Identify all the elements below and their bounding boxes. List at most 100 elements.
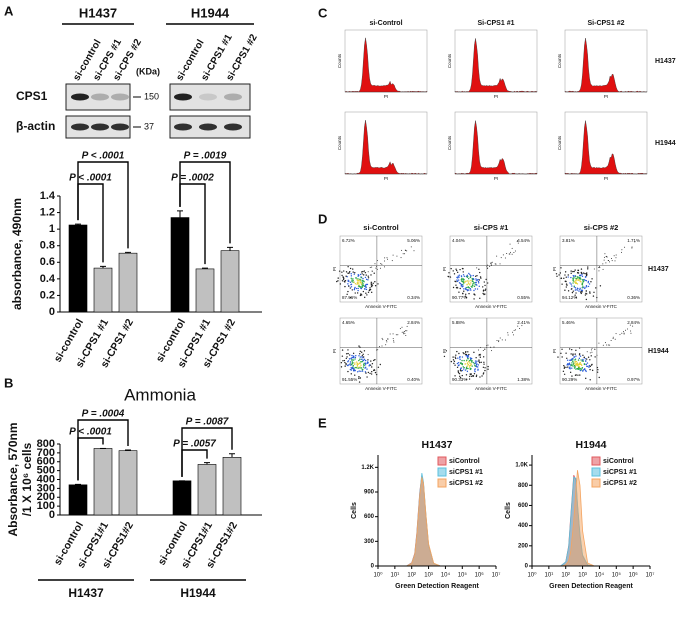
event-dot [565,366,567,369]
event-dot [406,330,408,332]
event-dot [443,355,446,358]
significance-bracket [181,449,208,477]
event-dot [366,362,369,364]
error-bar [202,267,208,269]
blot [169,83,251,111]
event-dot [350,358,352,360]
event-dot [577,271,579,274]
event-dot [384,257,386,259]
event-dot [473,293,475,295]
event-dot [589,365,592,368]
event-dot [350,369,352,371]
event-dot [599,285,602,287]
y-axis-label: PI [552,267,557,271]
event-dot [576,364,578,367]
event-dot [399,328,401,330]
event-dot [578,357,581,360]
event-dot [450,360,453,363]
event-dot [459,357,461,359]
event-dot [356,366,358,368]
event-dot [577,269,579,272]
event-dot [360,364,362,366]
y-axis-label: Absorbance, 570nm [6,422,20,536]
event-dot [377,366,380,368]
error-bar [100,265,106,269]
event-dot [364,296,366,299]
bar [170,217,190,313]
band [174,93,192,101]
event-dot [603,259,605,261]
cell-cycle-histogram [564,120,648,175]
event-dot [573,365,575,367]
x-tick-label: 10³ [424,573,433,579]
event-dot [352,355,355,357]
event-dot [474,360,477,362]
event-dot [341,271,343,273]
event-dot [478,361,481,364]
event-dot [462,352,464,354]
event-dot [339,283,342,285]
event-dot [461,280,463,282]
quadrant-percent: 94.12% [562,295,577,300]
event-dot [361,356,363,358]
y-tick-label: 800 [37,438,55,450]
event-dot [343,359,346,362]
event-dot [565,276,567,278]
event-dot [566,359,569,361]
event-dot [478,285,480,288]
event-dot [352,279,354,282]
event-dot [572,357,574,360]
event-dot [342,276,345,279]
event-dot [608,261,610,263]
event-dot [466,365,469,367]
p-value: P = .0087 [186,417,229,428]
event-dot [465,378,468,381]
legend-label: siControl [449,458,480,465]
event-dot [563,367,566,369]
event-dot [448,272,450,274]
event-dot [567,366,569,368]
event-dot [459,355,461,358]
event-dot [360,287,362,289]
event-dot [455,269,458,272]
event-dot [345,357,348,360]
event-dot [612,336,614,338]
y-tick-label: 500 [37,465,55,477]
event-dot [342,360,344,362]
event-dot [489,266,491,268]
event-dot [402,333,404,335]
event-dot [590,349,592,351]
error-bar [204,462,210,465]
event-dot [561,283,563,285]
event-dot [571,288,573,290]
event-dot [466,359,468,361]
event-dot [621,251,623,253]
event-dot [585,274,588,276]
event-dot [624,329,626,331]
event-dot [362,274,365,276]
y-tick-label: 1 [49,223,55,235]
event-dot [630,332,632,334]
event-dot [598,376,600,379]
event-dot [365,366,367,369]
event-dot [356,279,358,281]
event-dot [467,356,469,359]
event-dot [575,282,577,284]
x-axis-label: Green Detection Reagent [395,583,479,590]
x-axis-label: PI [494,176,498,181]
event-dot [458,274,460,276]
event-dot [602,268,604,270]
event-dot [563,373,566,375]
event-dot [567,363,569,365]
event-dot [465,374,468,376]
event-dot [570,276,572,279]
event-dot [573,277,575,279]
event-dot [583,278,585,281]
event-dot [352,281,354,283]
event-dot [576,363,578,366]
event-dot [351,280,353,283]
histogram-frame [454,29,538,93]
event-dot [347,280,349,283]
event-dot [367,275,369,277]
event-dot [469,284,471,286]
